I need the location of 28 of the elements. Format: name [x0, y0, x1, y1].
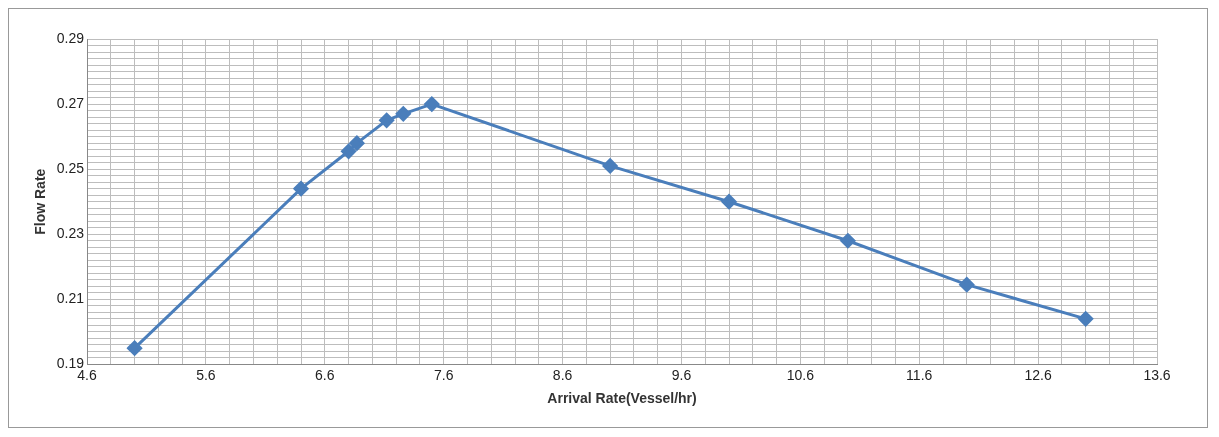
y-tick-label: 0.29: [56, 29, 85, 46]
y-tick-label: 0.23: [56, 225, 85, 242]
x-tick-label: 8.6: [552, 366, 573, 383]
x-tick-label: 13.6: [1143, 366, 1171, 383]
x-axis-title: Arrival Rate(Vessel/hr): [547, 390, 697, 407]
point: [341, 143, 357, 159]
point: [349, 135, 365, 151]
y-tick-label: 0.21: [56, 290, 85, 307]
x-tick-label: 12.6: [1024, 366, 1052, 383]
x-tick-label: 9.6: [671, 366, 692, 383]
x-tick-label: 11.6: [906, 366, 933, 383]
point: [840, 233, 856, 249]
y-tick-label: 0.27: [56, 94, 85, 111]
y-axis-title: Flow Rate: [32, 168, 49, 235]
x-tick-label: 10.6: [786, 366, 815, 383]
point: [379, 112, 395, 128]
point: [959, 277, 975, 293]
point: [293, 181, 309, 197]
point: [395, 106, 411, 122]
point: [602, 158, 618, 174]
point: [127, 340, 143, 356]
x-tick-label: 7.6: [433, 366, 454, 383]
point: [424, 96, 440, 112]
x-tick-label: 5.6: [196, 366, 216, 383]
y-tick-label: 0.25: [56, 160, 85, 177]
point: [721, 194, 737, 210]
x-tick-label: 6.6: [315, 366, 335, 383]
point: [1078, 311, 1094, 327]
